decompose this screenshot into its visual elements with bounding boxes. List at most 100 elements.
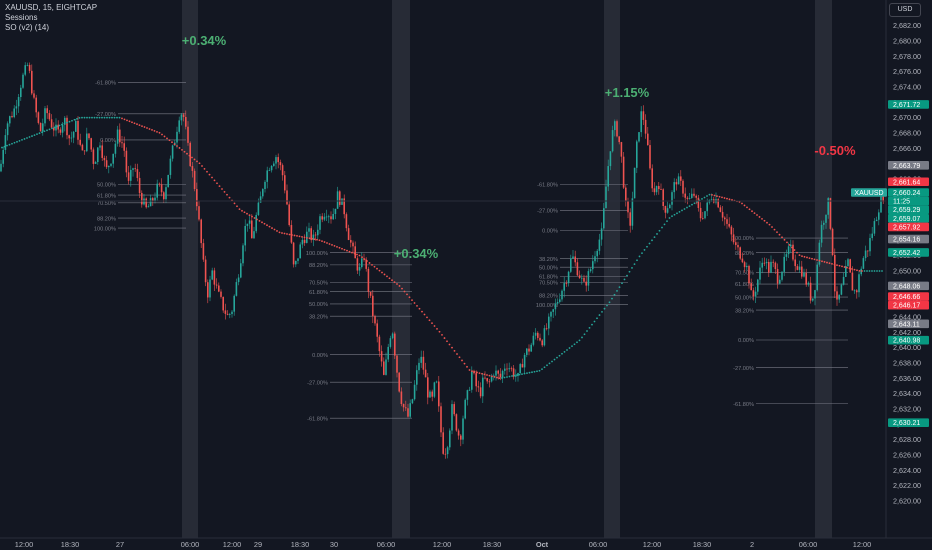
- ma-dot: [46, 129, 48, 132]
- ma-dot: [468, 369, 471, 371]
- symbol-tag-box: [851, 188, 887, 197]
- ma-dot: [38, 132, 41, 135]
- candle-body: [706, 202, 708, 212]
- candle-body: [163, 192, 165, 200]
- candle-body: [486, 378, 488, 382]
- ma-dot: [661, 226, 663, 229]
- candle-body: [200, 219, 202, 244]
- candle-body: [816, 264, 818, 291]
- so-indicator-label[interactable]: SO (v2) (14): [5, 23, 50, 32]
- ma-dot: [438, 330, 441, 333]
- ma-dot: [793, 249, 796, 251]
- candle-body: [341, 198, 343, 205]
- ma-dot: [693, 202, 696, 205]
- price-tick-label: 2,638.00: [893, 359, 921, 368]
- candle-body: [180, 114, 183, 121]
- candle-body: [792, 244, 794, 260]
- candle-body: [44, 108, 46, 124]
- price-axis[interactable]: 2,620.00 2,622.00 2,624.00 2,626.00 2,628.00…: [885, 0, 932, 550]
- sessions-indicator-label[interactable]: Sessions: [5, 13, 38, 22]
- ma-dot: [8, 143, 11, 146]
- candle-body: [554, 303, 557, 310]
- session-band: [182, 0, 198, 538]
- candle-body: [620, 142, 623, 157]
- symbol-title[interactable]: XAUUSD, 15, EIGHTCAP: [5, 3, 98, 12]
- ma-dot: [283, 232, 286, 235]
- ma-dot: [638, 255, 641, 258]
- ma-dot: [778, 233, 781, 236]
- session-highlights: [182, 0, 832, 538]
- candle-body: [292, 242, 295, 265]
- fib-label: 50.00%: [539, 265, 558, 271]
- candle-body: [809, 282, 812, 301]
- candle-body: [9, 116, 11, 124]
- ma-dot: [508, 375, 511, 378]
- candle-body: [352, 242, 354, 247]
- ma-dot: [436, 327, 438, 330]
- ma-dot: [206, 170, 208, 173]
- time-tick-label: 06:00: [181, 540, 200, 549]
- candle-body: [372, 295, 374, 317]
- fib-label: -61.80%: [307, 416, 328, 422]
- candle-body: [105, 160, 108, 168]
- ma-dot: [151, 129, 153, 131]
- candle-body: [259, 196, 262, 203]
- ma-dot: [788, 244, 791, 246]
- ma-dot: [211, 176, 213, 179]
- candle-body: [592, 261, 594, 270]
- candle-body: [488, 381, 491, 383]
- fib-label: -27.00%: [537, 209, 558, 215]
- time-axis[interactable]: 12:00 18:30 27 06:00 12:00 18:30 29 30 06:00 12:0…: [0, 537, 932, 549]
- ma-dot: [746, 206, 748, 209]
- ma-dot: [41, 131, 43, 134]
- candle-body: [693, 193, 695, 196]
- ma-dot: [303, 236, 306, 239]
- price-label-box: [888, 177, 929, 187]
- countdown-text: 11:25: [893, 198, 910, 205]
- price-label-box: [888, 319, 929, 329]
- ma-dot: [98, 116, 101, 119]
- ma-dot: [408, 296, 411, 299]
- ma-dot: [418, 307, 421, 310]
- fib-label: -27.00%: [95, 112, 116, 118]
- candle-body: [759, 267, 761, 280]
- candle-body: [625, 187, 627, 202]
- ma-dot: [503, 376, 506, 379]
- ma-dot: [726, 197, 728, 200]
- fib-label: -27.00%: [733, 366, 754, 372]
- ma-dot: [453, 349, 456, 352]
- candle-body: [134, 168, 136, 170]
- candle-body: [332, 214, 334, 220]
- candle-body: [220, 291, 222, 297]
- ma-dot: [413, 302, 416, 304]
- candle-body: [851, 272, 854, 291]
- candle-body: [378, 336, 381, 352]
- time-tick-label: 18:30: [693, 540, 712, 549]
- candle-body: [13, 108, 15, 118]
- candle-body: [587, 271, 590, 286]
- candle-body: [495, 370, 497, 376]
- price-label-box: [888, 205, 929, 214]
- time-tick-label: 06:00: [589, 540, 608, 549]
- candle-body: [669, 204, 671, 209]
- ma-dot: [126, 119, 128, 122]
- time-tick-label: 12:00: [223, 540, 242, 549]
- candle-body: [534, 332, 537, 336]
- ma-dot: [201, 165, 203, 167]
- candle-body: [541, 340, 543, 346]
- candle-body: [185, 116, 187, 127]
- candle-body: [583, 277, 585, 282]
- ma-dot: [546, 364, 548, 367]
- ma-dot: [128, 120, 131, 123]
- candle-body: [864, 250, 867, 259]
- price-label-text: 2,648.06: [893, 283, 920, 290]
- currency-button[interactable]: USD: [889, 3, 921, 17]
- ma-dot: [856, 269, 858, 272]
- candle-body: [475, 373, 477, 387]
- ma-dot: [773, 228, 776, 231]
- ma-dot: [6, 144, 8, 147]
- candlestick-series[interactable]: [0, 62, 884, 459]
- ma-dot: [866, 270, 868, 272]
- candle-body: [737, 245, 739, 248]
